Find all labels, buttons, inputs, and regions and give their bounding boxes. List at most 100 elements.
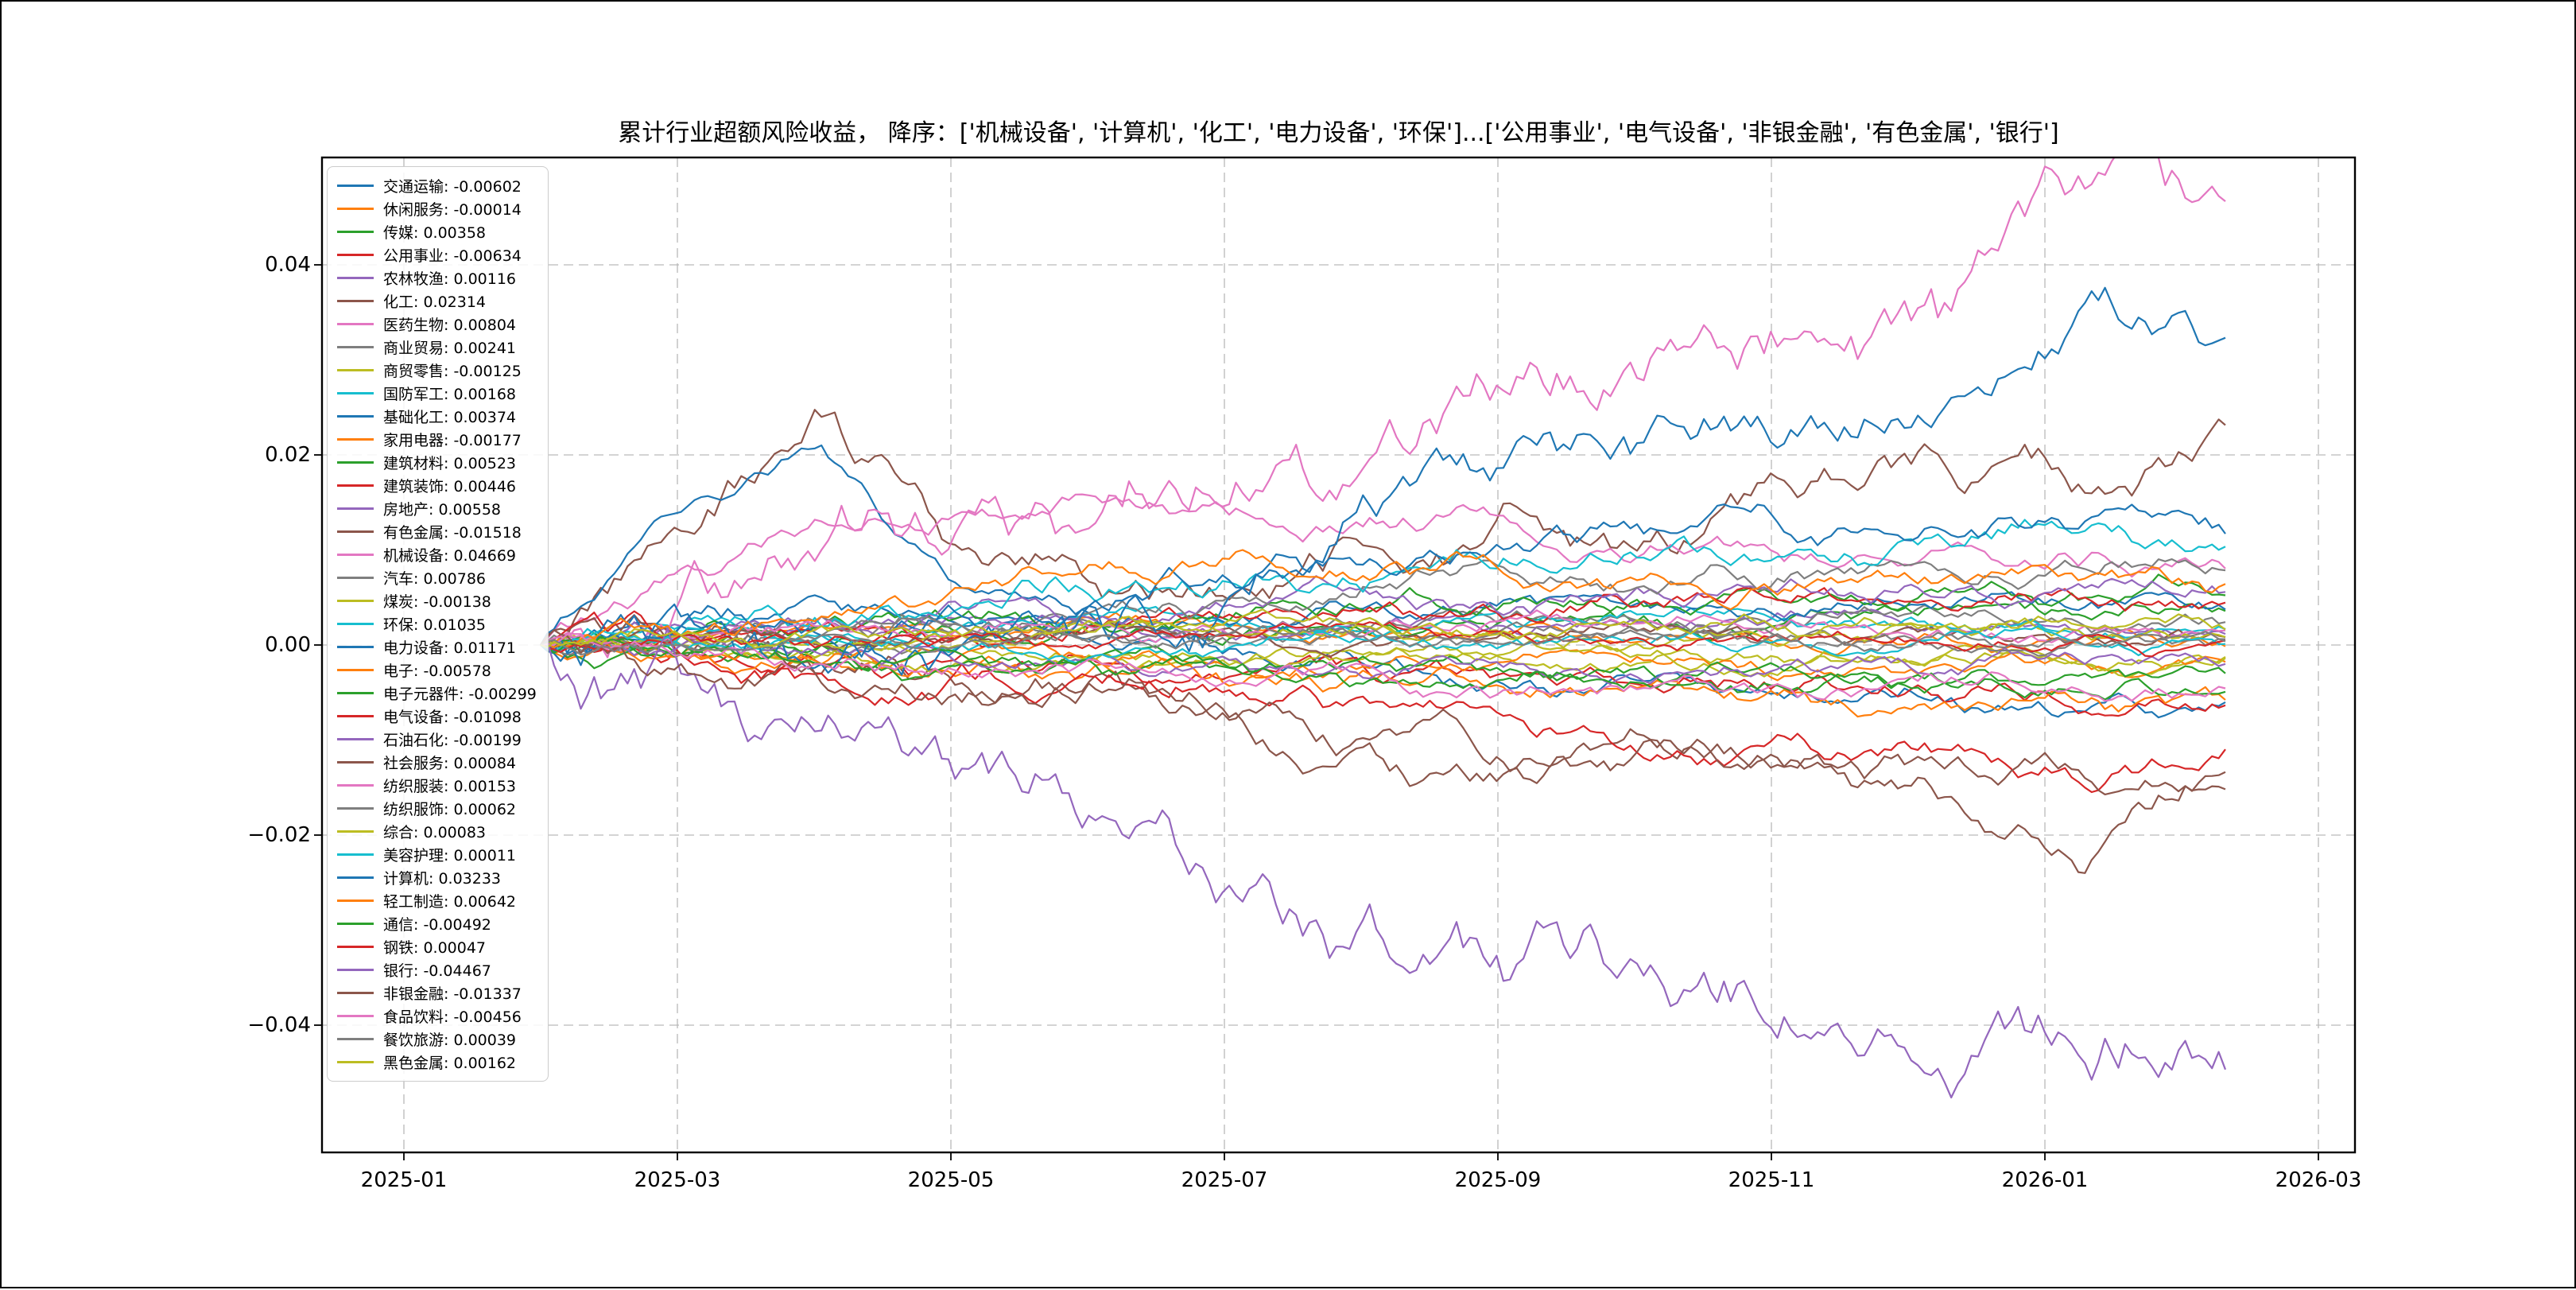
series-line-34 — [540, 628, 2227, 1099]
legend-item: 国防军工: 0.00168 — [337, 382, 537, 405]
legend-line-swatch — [337, 646, 374, 648]
legend-line-swatch — [337, 876, 374, 879]
legend-item: 传媒: 0.00358 — [337, 220, 537, 243]
x-tick-label: 2025-01 — [360, 1168, 448, 1192]
legend-item: 黑色金属: 0.00162 — [337, 1051, 537, 1074]
legend-item: 基础化工: 0.00374 — [337, 405, 537, 428]
legend-item: 食品饮料: -0.00456 — [337, 1004, 537, 1028]
series-line-31 — [540, 549, 2226, 649]
x-tick-label: 2025-07 — [1181, 1168, 1268, 1192]
legend-item: 电力设备: 0.01171 — [337, 635, 537, 659]
legend-item: 环保: 0.01035 — [337, 612, 537, 635]
legend-label: 化工: 0.02314 — [383, 293, 487, 311]
legend-label: 美容护理: 0.00011 — [383, 847, 517, 865]
legend-line-swatch — [337, 923, 374, 925]
legend-label: 纺织服装: 0.00153 — [383, 778, 517, 795]
legend-label: 交通运输: -0.00602 — [383, 178, 522, 196]
x-tick-label: 2026-01 — [2001, 1168, 2089, 1192]
legend-item: 钢铁: 0.00047 — [337, 935, 537, 958]
legend-line-swatch — [337, 392, 374, 394]
legend-line-swatch — [337, 254, 374, 256]
legend: 交通运输: -0.00602 休闲服务: -0.00014 传媒: 0.00358 公… — [327, 166, 549, 1082]
legend-item: 商业贸易: 0.00241 — [337, 336, 537, 359]
legend-item: 纺织服饰: 0.00062 — [337, 797, 537, 820]
legend-label: 建筑材料: 0.00523 — [383, 455, 517, 472]
legend-item: 非银金融: -0.01337 — [337, 981, 537, 1004]
series-line-6 — [540, 493, 2226, 646]
legend-label: 电气设备: -0.01098 — [383, 709, 522, 726]
legend-item: 电气设备: -0.01098 — [337, 705, 537, 728]
y-tick-label: 0.02 — [265, 443, 311, 467]
legend-line-swatch — [337, 692, 374, 694]
legend-label: 社会服务: 0.00084 — [383, 755, 517, 772]
legend-item: 社会服务: 0.00084 — [337, 751, 537, 774]
y-tick-label: −0.04 — [247, 1013, 311, 1037]
legend-label: 电子: -0.00578 — [383, 662, 491, 680]
series-line-9 — [540, 605, 2226, 650]
legend-line-swatch — [337, 507, 374, 510]
series-line-35 — [540, 629, 2226, 795]
axes-spines — [320, 156, 2357, 1154]
legend-line-swatch — [337, 185, 374, 187]
legend-label: 电力设备: 0.01171 — [383, 639, 517, 657]
legend-label: 国防军工: 0.00168 — [383, 386, 517, 403]
legend-item: 机械设备: 0.04669 — [337, 543, 537, 566]
series-line-30 — [540, 286, 2226, 676]
legend-item: 综合: 0.00083 — [337, 820, 537, 843]
legend-line-swatch — [337, 461, 374, 464]
legend-line-swatch — [337, 946, 374, 948]
legend-label: 餐饮旅游: 0.00039 — [383, 1032, 517, 1049]
legend-line-swatch — [337, 600, 374, 602]
legend-label: 房地产: 0.00558 — [383, 501, 502, 519]
legend-line-swatch — [337, 323, 374, 325]
legend-item: 纺织服装: 0.00153 — [337, 774, 537, 797]
legend-item: 农林牧渔: 0.00116 — [337, 266, 537, 289]
legend-label: 公用事业: -0.00634 — [383, 247, 522, 265]
legend-label: 石油石化: -0.00199 — [383, 732, 522, 749]
legend-label: 传媒: 0.00358 — [383, 224, 487, 242]
legend-label: 商业贸易: 0.00241 — [383, 340, 517, 357]
legend-line-swatch — [337, 346, 374, 348]
legend-item: 房地产: 0.00558 — [337, 497, 537, 520]
legend-line-swatch — [337, 484, 374, 487]
legend-line-swatch — [337, 530, 374, 533]
legend-line-swatch — [337, 761, 374, 764]
legend-line-swatch — [337, 208, 374, 210]
legend-item: 轻工制造: 0.00642 — [337, 889, 537, 912]
legend-item: 建筑装饰: 0.00446 — [337, 474, 537, 497]
x-tick-label: 2025-05 — [907, 1168, 995, 1192]
legend-line-swatch — [337, 669, 374, 671]
legend-item: 电子元器件: -0.00299 — [337, 682, 537, 705]
legend-item: 医药生物: 0.00804 — [337, 313, 537, 336]
legend-item: 通信: -0.00492 — [337, 912, 537, 935]
legend-label: 有色金属: -0.01518 — [383, 524, 522, 542]
legend-item: 有色金属: -0.01518 — [337, 520, 537, 543]
legend-label: 黑色金属: 0.00162 — [383, 1055, 517, 1072]
legend-line-swatch — [337, 1061, 374, 1063]
series-line-23 — [540, 610, 2226, 794]
legend-line-swatch — [337, 830, 374, 833]
legend-item: 建筑材料: 0.00523 — [337, 451, 537, 474]
legend-label: 轻工制造: 0.00642 — [383, 893, 517, 911]
legend-label: 综合: 0.00083 — [383, 824, 487, 841]
legend-line-swatch — [337, 807, 374, 810]
legend-label: 汽车: 0.00786 — [383, 570, 487, 588]
legend-item: 休闲服务: -0.00014 — [337, 197, 537, 220]
legend-line-swatch — [337, 900, 374, 902]
legend-line-swatch — [337, 1038, 374, 1040]
legend-line-swatch — [337, 369, 374, 371]
legend-line-swatch — [337, 415, 374, 418]
legend-item: 化工: 0.02314 — [337, 289, 537, 313]
legend-item: 石油石化: -0.00199 — [337, 728, 537, 751]
legend-label: 家用电器: -0.00177 — [383, 432, 522, 449]
series-line-36 — [540, 633, 2226, 702]
legend-line-swatch — [337, 969, 374, 971]
legend-item: 美容护理: 0.00011 — [337, 843, 537, 866]
y-tick-label: −0.02 — [247, 823, 311, 847]
legend-line-swatch — [337, 438, 374, 441]
legend-label: 基础化工: 0.00374 — [383, 409, 517, 426]
legend-label: 非银金融: -0.01337 — [383, 985, 522, 1003]
legend-label: 医药生物: 0.00804 — [383, 317, 517, 334]
chart-title: 累计行业超额风险收益， 降序：['机械设备', '计算机', '化工', '电力… — [618, 119, 2059, 147]
